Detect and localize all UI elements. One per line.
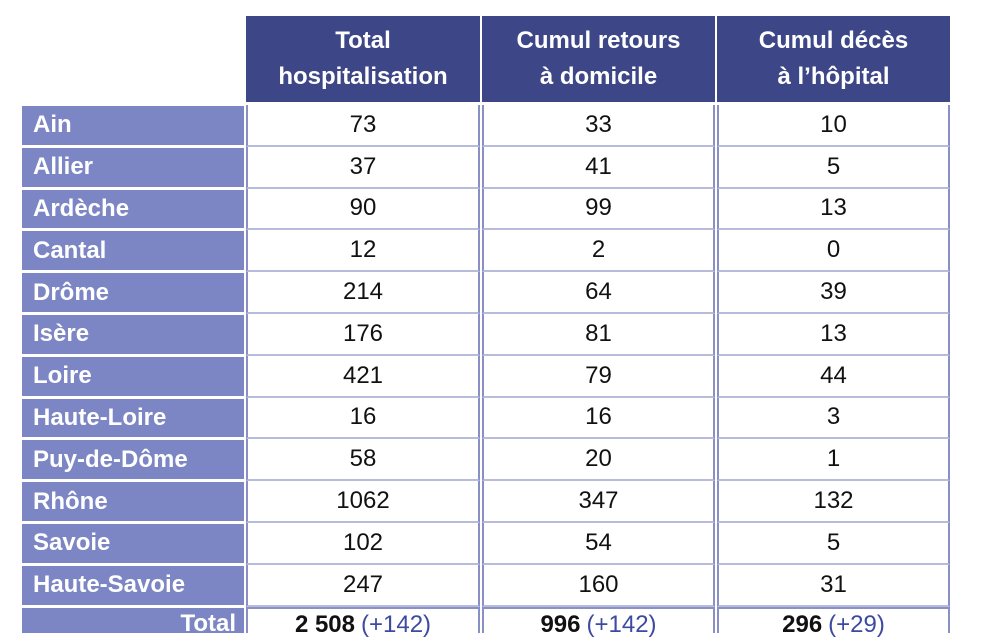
row-label: Loire (22, 356, 244, 396)
table-cell: 1 (717, 439, 950, 482)
column-header: Cumul retours à domicile (482, 16, 715, 102)
table-cell: 39 (717, 272, 950, 314)
total-label: Total (22, 607, 244, 637)
table-cell: 44 (717, 355, 950, 398)
row-label: Isère (22, 315, 244, 354)
row-label: Haute-Loire (22, 398, 244, 438)
column-header-line: Cumul décès (758, 27, 909, 54)
row-label: Puy-de-Dôme (22, 440, 244, 480)
table-cell: 1062 (246, 481, 480, 523)
table-cell: 54 (482, 523, 715, 565)
row-label: Savoie (22, 524, 244, 563)
table-cell: 214 (246, 272, 480, 314)
table-cell: 58 (246, 439, 480, 482)
table-cell: 5 (717, 146, 950, 189)
table-cell: 31 (717, 564, 950, 607)
table-cell: 99 (482, 188, 715, 231)
total-delta: (+29) (828, 610, 885, 638)
table-cell: 16 (482, 397, 715, 440)
row-label: Cantal (22, 231, 244, 271)
table-cell: 16 (246, 397, 480, 440)
row-label: Rhône (22, 482, 244, 521)
table-cell: 81 (482, 314, 715, 356)
table-cell: 73 (246, 105, 480, 147)
total-value: 296 (782, 610, 823, 638)
row-label: Ardèche (22, 189, 244, 229)
table-cell: 5 (717, 523, 950, 565)
table-cell: 102 (246, 523, 480, 565)
column-header: Cumul décès à l’hôpital (717, 16, 950, 102)
total-cell: 2 508 (+142) (246, 606, 480, 638)
total-value: 2 508 (294, 610, 355, 638)
total-cell: 296 (+29) (717, 606, 950, 638)
total-delta: (+142) (586, 610, 657, 638)
table-cell: 132 (717, 481, 950, 523)
table-cell: 3 (717, 397, 950, 440)
table-cell: 33 (482, 105, 715, 147)
row-label: Ain (22, 106, 244, 145)
total-value: 996 (540, 610, 581, 638)
table-cell: 13 (717, 188, 950, 231)
column-header-line: à domicile (539, 63, 658, 90)
table-cell: 64 (482, 272, 715, 314)
table-cell: 2 (482, 230, 715, 273)
table-cell: 79 (482, 355, 715, 398)
total-delta: (+142) (361, 610, 432, 638)
table-cell: 160 (482, 564, 715, 607)
table-cell: 41 (482, 146, 715, 189)
table-cell: 176 (246, 314, 480, 356)
table-cell: 421 (246, 355, 480, 398)
table-cell: 37 (246, 146, 480, 189)
row-label: Drôme (22, 273, 244, 312)
table-cell: 20 (482, 439, 715, 482)
table-cell: 347 (482, 481, 715, 523)
table-cell: 0 (717, 230, 950, 273)
table-cell: 10 (717, 105, 950, 147)
table-cell: 12 (246, 230, 480, 273)
column-header: Total hospitalisation (246, 16, 480, 102)
table-cell: 90 (246, 188, 480, 231)
column-header-line: à l’hôpital (777, 63, 890, 90)
column-header-line: Total (335, 27, 391, 54)
column-header-line: Cumul retours (516, 27, 681, 54)
table-cell: 13 (717, 314, 950, 356)
row-label: Haute-Savoie (22, 565, 244, 605)
row-label: Allier (22, 147, 244, 187)
table-cell: 247 (246, 564, 480, 607)
column-header-line: hospitalisation (278, 63, 448, 90)
total-cell: 996 (+142) (482, 606, 715, 638)
